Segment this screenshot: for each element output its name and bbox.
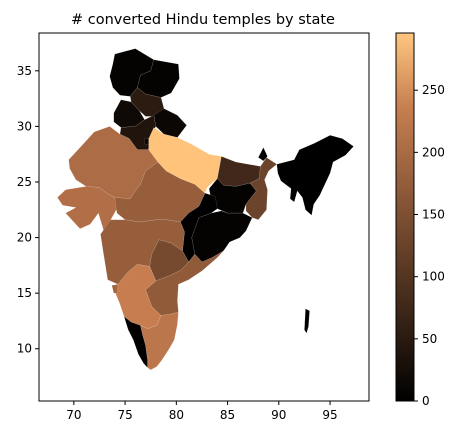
y-tick-label: 35 bbox=[17, 64, 32, 78]
map-axes-frame bbox=[38, 32, 370, 402]
region-tamil-nadu bbox=[140, 311, 179, 371]
colorbar-ticks: 0 50 100 150 200 250 bbox=[414, 83, 445, 408]
chart-title: # converted Hindu temples by state bbox=[71, 12, 335, 28]
region-northeast-states bbox=[276, 135, 354, 216]
region-jammu-kashmir bbox=[109, 48, 155, 97]
region-odisha bbox=[191, 210, 253, 263]
y-tick-label: 20 bbox=[17, 231, 32, 245]
colorbar-tick-label: 150 bbox=[422, 208, 445, 222]
x-tick-label: 80 bbox=[169, 408, 184, 422]
region-andaman-nicobar-islands bbox=[304, 308, 310, 334]
colorbar-tick-label: 0 bbox=[422, 394, 430, 408]
x-axis: 70 75 80 85 90 95 bbox=[66, 401, 338, 422]
x-tick-label: 95 bbox=[322, 408, 337, 422]
region-west-bengal bbox=[245, 157, 278, 221]
colorbar-tick-label: 250 bbox=[422, 83, 445, 97]
colorbar bbox=[395, 32, 415, 402]
y-tick-label: 10 bbox=[17, 342, 32, 356]
y-tick-label: 30 bbox=[17, 119, 32, 133]
region-goa bbox=[111, 284, 119, 294]
x-tick-label: 70 bbox=[66, 408, 81, 422]
y-axis: 10 15 20 25 30 35 bbox=[17, 64, 39, 356]
colorbar-tick-label: 200 bbox=[422, 145, 445, 159]
x-tick-label: 90 bbox=[271, 408, 286, 422]
x-tick-label: 85 bbox=[220, 408, 235, 422]
y-tick-label: 15 bbox=[17, 286, 32, 300]
region-uttarakhand bbox=[153, 108, 187, 138]
map-regions bbox=[57, 48, 354, 371]
x-tick-label: 75 bbox=[117, 408, 132, 422]
region-sikkim bbox=[258, 147, 268, 162]
colorbar-tick-label: 100 bbox=[422, 270, 445, 284]
region-delhi bbox=[144, 138, 149, 145]
y-tick-label: 25 bbox=[17, 175, 32, 189]
colorbar-tick-label: 50 bbox=[422, 332, 437, 346]
